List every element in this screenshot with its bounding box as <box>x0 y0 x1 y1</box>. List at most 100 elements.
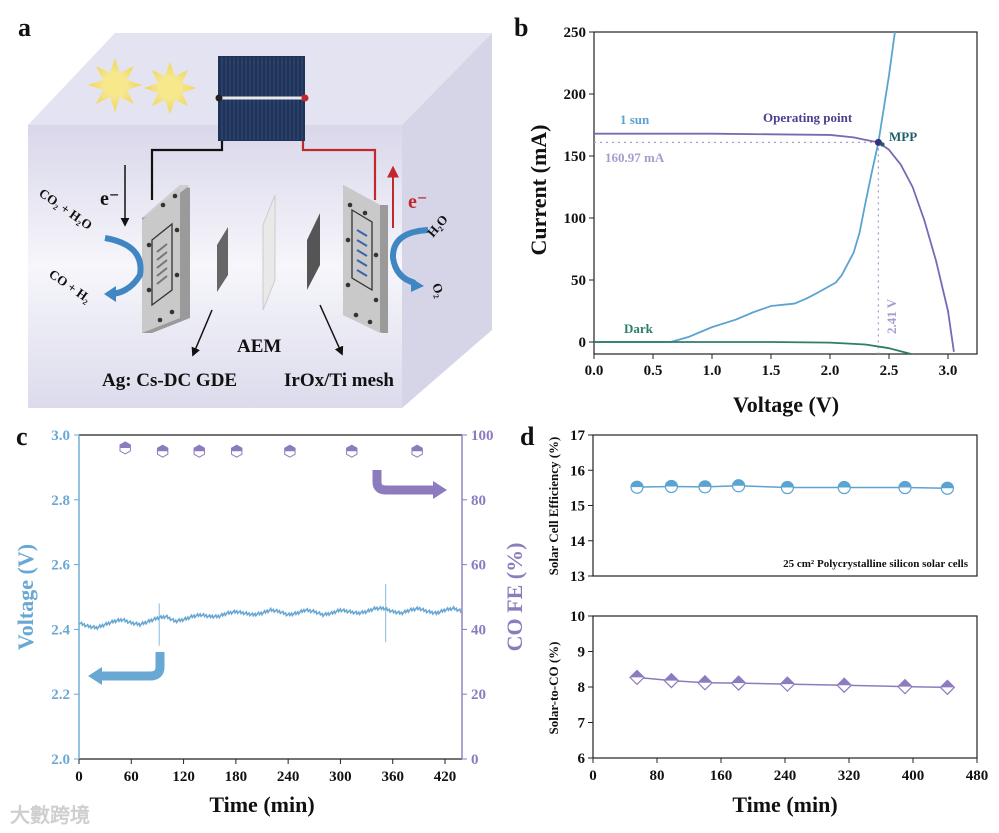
right-axis-arrowhead <box>433 481 447 499</box>
watermark-logo: 大數跨境 <box>10 803 90 827</box>
left-axis-arrowhead <box>88 667 102 685</box>
x-tick-label: 120 <box>172 769 195 785</box>
solar-cell-annotation: 25 cm² Polycrystalline silicon solar cel… <box>783 558 969 570</box>
sun-icon <box>144 62 196 114</box>
one-sun-label: 1 sun <box>620 112 650 127</box>
bottom-y-axis-label: Solar-to-CO (%) <box>546 641 561 734</box>
y-tick-label: 15 <box>570 499 585 515</box>
y-tick-label: 16 <box>570 463 586 479</box>
y-tick-label: 8 <box>578 680 586 696</box>
x-tick-label: 240 <box>774 768 797 784</box>
y-tick-label: 14 <box>570 534 586 550</box>
solar-panel-icon <box>215 56 309 141</box>
y-tick-label: 250 <box>564 25 587 41</box>
data-point-fill <box>732 479 745 486</box>
data-point-fill <box>780 677 795 685</box>
y-right-tick-label: 100 <box>471 428 494 444</box>
y-right-tick-label: 0 <box>471 752 479 768</box>
anode-mesh-sheet <box>307 213 320 290</box>
cathode-plate-icon <box>142 185 190 333</box>
panel-d-efficiency-charts: d Time (min) Solar Cell Efficiency (%) S… <box>520 422 988 817</box>
plot-frame <box>592 434 978 577</box>
x-tick-label: 400 <box>902 768 925 784</box>
y-tick-label: 9 <box>578 645 586 661</box>
data-point-fill <box>630 670 644 678</box>
plot-frame <box>593 31 978 355</box>
x-tick-label: 420 <box>434 769 457 785</box>
cathode-gde-sheet <box>217 227 228 292</box>
anode-flow-arrowhead <box>411 278 424 292</box>
x-tick-label: 3.0 <box>939 363 958 379</box>
fe-data-point-fill <box>231 445 243 452</box>
fe-data-point-fill <box>411 445 423 452</box>
y-left-tick-label: 2.4 <box>51 622 70 638</box>
y-tick-label: 7 <box>578 716 586 732</box>
cathode-flow-arrowhead <box>104 286 116 302</box>
box-front-face <box>28 125 402 408</box>
y-tick-label: 10 <box>570 609 585 625</box>
data-point-fill <box>699 480 711 487</box>
electron-label-left: e⁻ <box>100 188 119 210</box>
y-left-tick-label: 2.0 <box>51 752 70 768</box>
voltage-series-line <box>78 605 463 631</box>
mpp-marker <box>880 142 885 147</box>
fe-data-point-fill <box>284 445 296 452</box>
x-tick-label: 0.0 <box>585 363 604 379</box>
data-point-fill <box>631 481 643 488</box>
x-tick-label: 2.5 <box>880 363 899 379</box>
voltage-value-label: 2.41 V <box>884 298 899 334</box>
left-axis-pointer-arrow-icon <box>100 652 165 681</box>
x-tick-label: 0 <box>75 769 83 785</box>
aem-label: AEM <box>237 336 281 357</box>
data-point-fill <box>940 680 955 688</box>
x-tick-label: 1.5 <box>762 363 781 379</box>
y-left-axis-label: Voltage (V) <box>13 544 38 650</box>
cathode-flow-arrow-icon <box>104 235 144 297</box>
x-tick-label: 360 <box>381 769 404 785</box>
x-tick-label: 160 <box>710 768 733 784</box>
data-point-fill <box>899 481 911 488</box>
data-point-fill <box>781 481 794 488</box>
panel-letter-b: b <box>514 13 528 42</box>
x-tick-label: 0 <box>589 768 597 784</box>
data-point-fill <box>838 481 851 488</box>
anode-label: IrOx/Ti mesh <box>284 370 394 391</box>
x-tick-label: 1.0 <box>703 363 722 379</box>
fe-data-point-fill <box>157 445 169 452</box>
fe-data-point-fill <box>119 441 131 448</box>
panel-c-stability-chart: c Time (min) Voltage (V) CO FE (%) 大數跨境 … <box>10 422 527 827</box>
x-tick-label: 300 <box>329 769 352 785</box>
panel-b-iv-chart: b Voltage (V) Current (mA) 0.0 0.5 1.0 1.5 2… <box>514 13 978 417</box>
aem-membrane <box>262 194 276 311</box>
y-right-axis-label: CO FE (%) <box>502 543 527 652</box>
data-point-fill <box>898 679 912 687</box>
x-tick-label: 80 <box>650 768 665 784</box>
mesh-pointer-arrow <box>319 304 344 356</box>
x-tick-label: 2.0 <box>821 363 840 379</box>
positive-wire <box>301 141 377 200</box>
x-tick-label: 180 <box>225 769 248 785</box>
data-point-fill <box>837 678 852 686</box>
electron-label-right: e⁻ <box>408 191 427 213</box>
y-left-tick-label: 3.0 <box>51 428 70 444</box>
fe-data-point-fill <box>346 445 358 452</box>
y-tick-label: 6 <box>578 751 586 767</box>
y-tick-label: 13 <box>570 569 585 585</box>
cathode-label: Ag: Cs-DC GDE <box>102 370 237 391</box>
y-tick-label: 150 <box>564 149 587 165</box>
y-tick-label: 100 <box>564 211 587 227</box>
panel-letter-a: a <box>18 13 31 42</box>
series-line-1-sun <box>594 32 896 343</box>
y-left-tick-label: 2.6 <box>51 558 70 574</box>
panel-letter-c: c <box>16 422 28 451</box>
mpp-label: MPP <box>889 129 917 144</box>
x-tick-label: 480 <box>966 768 989 784</box>
y-tick-label: 200 <box>564 87 587 103</box>
x-tick-label: 320 <box>838 768 861 784</box>
y-axis-label: Current (mA) <box>526 125 551 256</box>
negative-wire <box>150 141 224 200</box>
operating-point-marker <box>874 138 882 146</box>
x-axis-label: Voltage (V) <box>733 392 839 417</box>
series-line-solar-cell-j-v <box>594 132 955 353</box>
x-tick-label: 240 <box>277 769 300 785</box>
